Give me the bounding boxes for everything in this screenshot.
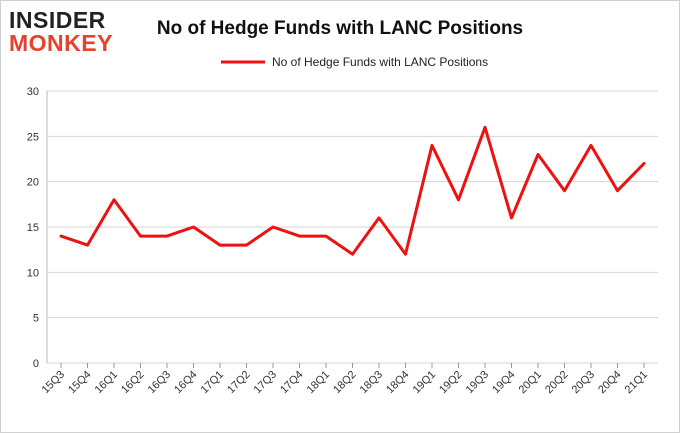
data-point-18Q3	[378, 216, 381, 219]
legend: No of Hedge Funds with LANC Positions	[221, 55, 488, 69]
y-tick-label-0: 0	[33, 358, 39, 370]
logo-line-2: MONKEY	[9, 30, 113, 56]
data-point-15Q4	[86, 244, 89, 247]
data-point-20Q1	[537, 153, 540, 156]
data-point-16Q3	[166, 235, 169, 238]
data-point-21Q1	[643, 162, 646, 165]
data-point-19Q1	[431, 144, 434, 147]
y-tick-label-15: 15	[27, 222, 39, 234]
y-tick-label-10: 10	[27, 267, 39, 279]
legend-label: No of Hedge Funds with LANC Positions	[272, 55, 488, 69]
y-tick-label-30: 30	[27, 86, 39, 98]
data-point-15Q3	[60, 235, 63, 238]
data-point-20Q3	[590, 144, 593, 147]
data-point-19Q4	[510, 216, 513, 219]
data-point-17Q3	[272, 226, 275, 229]
data-point-17Q4	[298, 235, 301, 238]
y-tick-label-25: 25	[27, 131, 39, 143]
data-point-19Q3	[484, 126, 487, 129]
data-point-17Q1	[219, 244, 222, 247]
y-tick-label-20: 20	[27, 177, 39, 189]
logo-line-1: INSIDER	[9, 7, 106, 33]
data-point-20Q4	[616, 189, 619, 192]
y-tick-label-5: 5	[33, 313, 39, 325]
data-point-18Q1	[325, 235, 328, 238]
data-point-16Q1	[113, 198, 116, 201]
series-layer	[59, 125, 646, 256]
series-line-0	[59, 125, 646, 256]
data-point-18Q2	[351, 253, 354, 256]
data-point-17Q2	[245, 244, 248, 247]
data-point-18Q4	[404, 253, 407, 256]
chart-title: No of Hedge Funds with LANC Positions	[157, 18, 523, 39]
data-point-20Q2	[563, 189, 566, 192]
insider-monkey-logo: INSIDER MONKEY	[9, 7, 113, 56]
data-point-16Q4	[192, 226, 195, 229]
data-point-16Q2	[139, 235, 142, 238]
data-point-19Q2	[457, 198, 460, 201]
